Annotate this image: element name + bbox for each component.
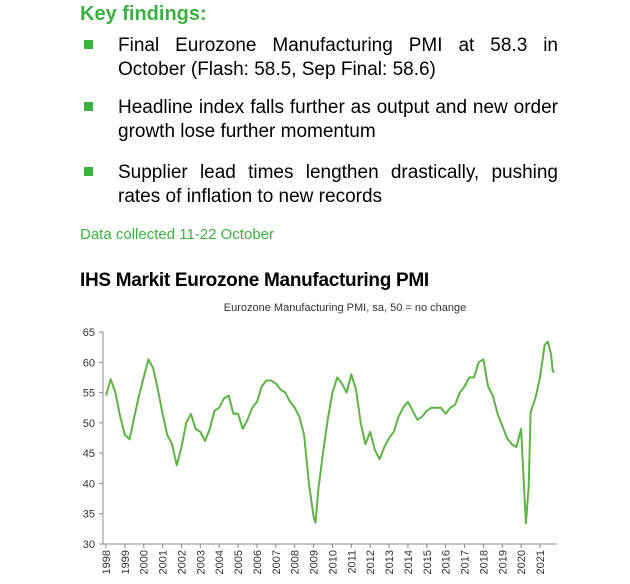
data-line — [105, 340, 555, 525]
x-tick-label: 2002 — [176, 550, 188, 574]
y-tick-label: 45 — [83, 448, 95, 460]
x-tick-label: 2015 — [422, 550, 434, 574]
x-tick-label: 2006 — [252, 550, 264, 574]
x-tick-label: 2007 — [271, 550, 283, 574]
bullet-icon — [84, 102, 93, 111]
bullet-icon — [84, 40, 93, 49]
x-tick-label: 2020 — [516, 550, 528, 574]
x-tick-label: 2017 — [460, 550, 472, 574]
bullet-text: Final Eurozone Manufacturing PMI at 58.3… — [118, 35, 558, 80]
x-tick-label: 2021 — [535, 550, 547, 574]
x-tick-label: 1999 — [120, 550, 132, 574]
x-tick-label: 2000 — [139, 550, 151, 574]
x-tick-label: 2010 — [327, 550, 339, 574]
x-tick-label: 1998 — [101, 550, 113, 574]
x-tick-label: 2011 — [346, 550, 358, 574]
x-tick-label: 2018 — [478, 550, 490, 574]
y-tick-label: 60 — [83, 357, 95, 369]
x-tick-label: 2016 — [441, 550, 453, 574]
x-tick-label: 2005 — [233, 550, 245, 574]
x-tick-label: 2019 — [497, 550, 509, 574]
bullet-icon — [84, 167, 93, 176]
x-tick-label: 2008 — [290, 550, 302, 574]
x-tick-label: 2013 — [384, 550, 396, 574]
x-tick-label: 2012 — [365, 550, 377, 574]
y-tick-label: 65 — [83, 327, 95, 339]
y-tick-label: 30 — [83, 539, 95, 551]
x-tick-label: 2014 — [403, 550, 415, 574]
x-tick-label: 2001 — [158, 550, 170, 574]
y-tick-label: 55 — [83, 388, 95, 400]
chart-title: IHS Markit Eurozone Manufacturing PMI — [80, 270, 429, 291]
note: Data collected 11-22 October — [80, 226, 274, 243]
heading: Key findings: — [80, 3, 207, 25]
bullet-text: Headline index falls further as output a… — [118, 97, 558, 142]
x-tick-label: 2003 — [195, 550, 207, 574]
y-tick-label: 40 — [83, 478, 95, 490]
x-tick-label: 2004 — [214, 550, 226, 574]
y-tick-label: 50 — [83, 418, 95, 430]
bullet-text: Supplier lead times lengthen drastically… — [118, 162, 558, 207]
chart-subtitle: Eurozone Manufacturing PMI, sa, 50 = no … — [224, 302, 466, 314]
x-tick-label: 2009 — [309, 550, 321, 574]
y-tick-label: 35 — [83, 509, 95, 521]
